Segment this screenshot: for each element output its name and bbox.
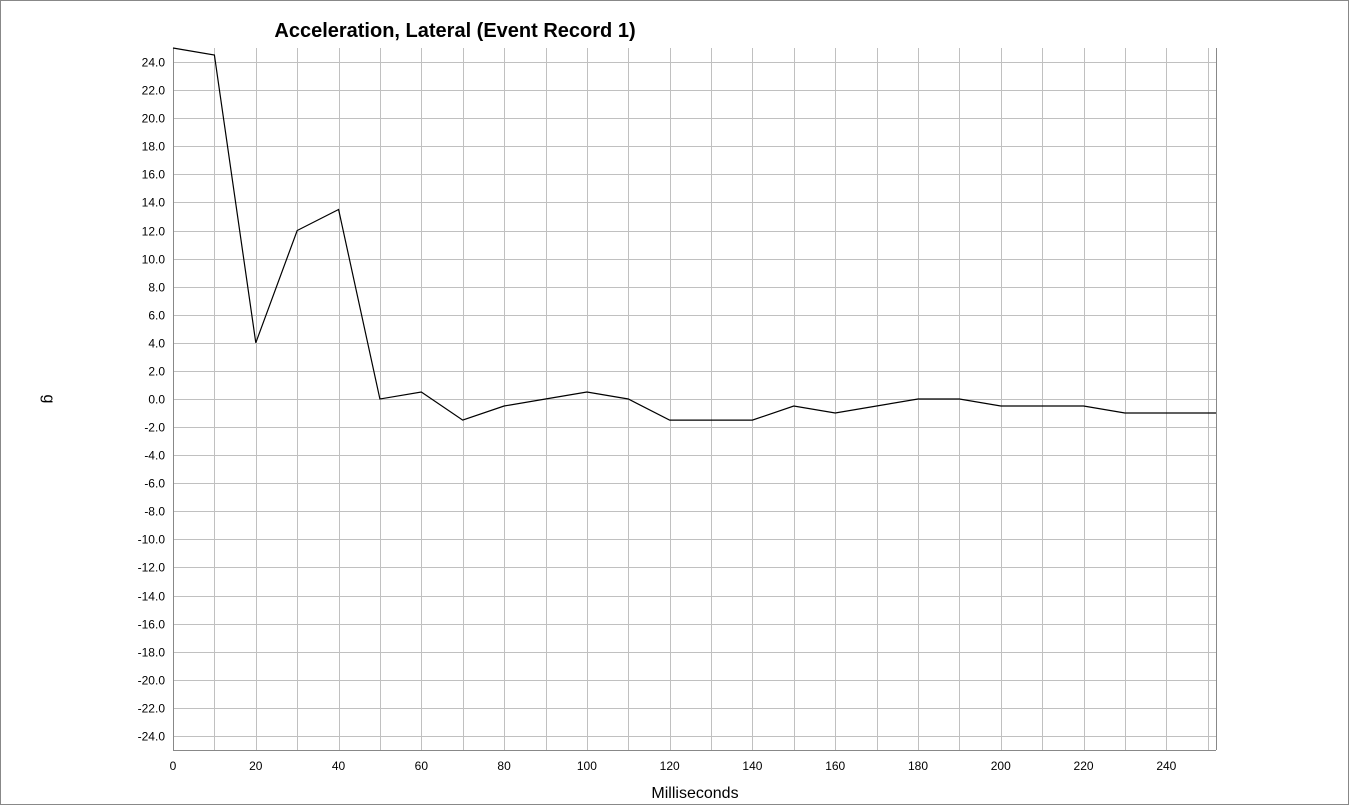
y-tick-label: -16.0 [138,618,166,632]
x-tick-label: 100 [577,759,597,773]
y-tick-label: -20.0 [138,674,166,688]
plot-axes [173,48,1217,751]
x-tick-label: 240 [1156,759,1176,773]
x-tick-label: 180 [908,759,928,773]
x-tick-label: 200 [991,759,1011,773]
x-tick-label: 0 [170,759,177,773]
y-tick-label: 4.0 [148,337,165,351]
y-tick-label: 24.0 [142,56,166,70]
y-tick-label: 10.0 [142,253,166,267]
y-tick-label: 14.0 [142,196,166,210]
grid-lines [173,48,1216,750]
x-tick-label: 20 [249,759,263,773]
y-tick-label: -4.0 [144,449,165,463]
y-tick-label: -10.0 [138,533,166,547]
y-tick-label: 18.0 [142,140,166,154]
y-tick-label: -2.0 [144,421,165,435]
y-tick-label: -14.0 [138,590,166,604]
y-tick-label: 22.0 [142,84,166,98]
series-layer [172,47,1216,421]
y-tick-label: 2.0 [148,365,165,379]
y-tick-label: -12.0 [138,561,166,575]
x-tick-label: 160 [825,759,845,773]
y-axis-label: g [40,395,57,404]
y-tick-label: 8.0 [148,281,165,295]
y-tick-label: -18.0 [138,646,166,660]
y-tick-label: 16.0 [142,168,166,182]
x-tick-label: 40 [332,759,346,773]
x-tick-label: 60 [415,759,429,773]
chart-title: Acceleration, Lateral (Event Record 1) [274,20,635,42]
y-tick-label: 0.0 [148,393,165,407]
y-tick-labels: -24.0 -22.0 -20.0 -18.0 -16.0 -14.0 -12.0 -10.0… [138,56,166,744]
y-tick-label: -24.0 [138,730,166,744]
x-axis-label: Milliseconds [651,785,738,802]
x-tick-labels: 0 20 40 60 80 100 120 140 160 180 200 220 240 [170,759,1177,773]
y-tick-label: -6.0 [144,477,165,491]
y-tick-label: -22.0 [138,702,166,716]
series-line [172,47,1216,421]
y-tick-label: 12.0 [142,225,166,239]
y-tick-label: 20.0 [142,112,166,126]
x-tick-label: 80 [497,759,511,773]
x-tick-label: 220 [1074,759,1094,773]
y-tick-label: -8.0 [144,505,165,519]
x-tick-label: 140 [742,759,762,773]
x-tick-label: 120 [660,759,680,773]
y-tick-label: 6.0 [148,309,165,323]
